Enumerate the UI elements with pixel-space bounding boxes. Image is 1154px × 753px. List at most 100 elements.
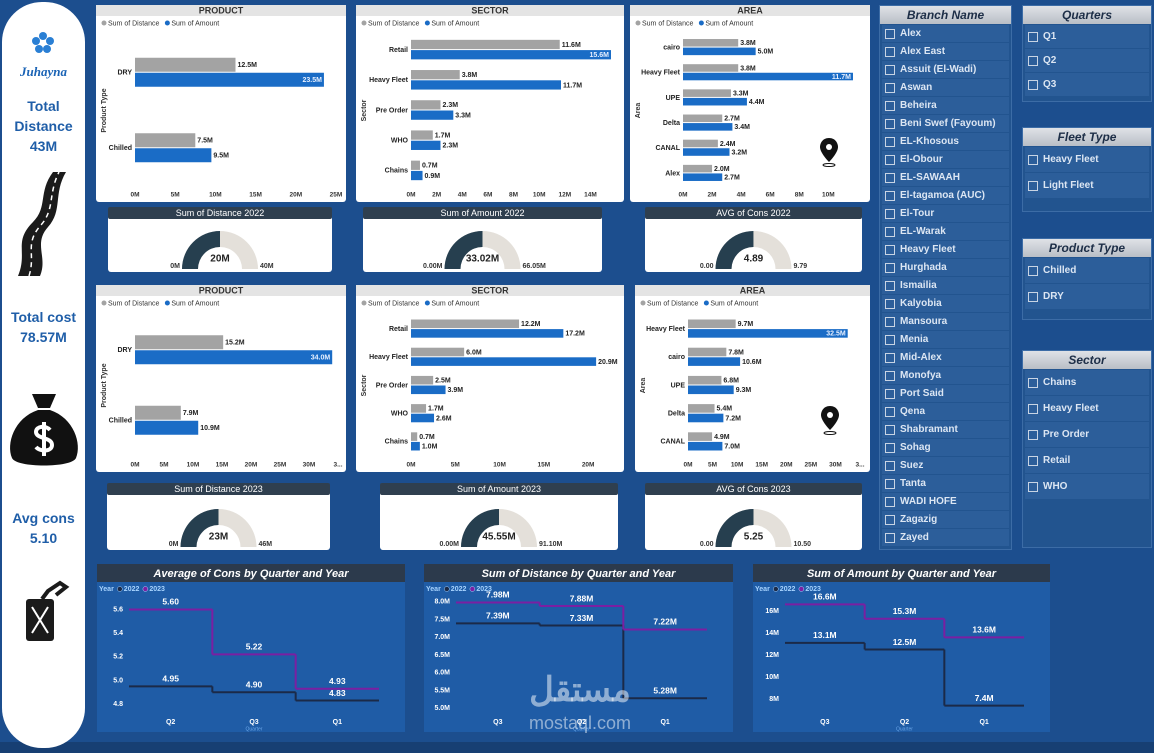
slicer-label: DRY (1043, 291, 1064, 302)
slicer-item[interactable]: Zagazig (882, 511, 1009, 528)
legend-label: Sum of Distance (108, 20, 159, 27)
gauge-title: Sum of Distance 2023 (174, 484, 263, 494)
checkbox (885, 316, 895, 327)
gauge-fill (461, 509, 499, 547)
legend-marker (703, 300, 709, 306)
slicer-item[interactable]: Sohag (882, 439, 1009, 456)
checkbox (885, 514, 895, 525)
slicer-label: Aswan (900, 82, 933, 93)
bar (135, 335, 224, 350)
slicer-item[interactable]: Qena (882, 403, 1009, 420)
slicer-item[interactable]: Ismailia (882, 277, 1009, 294)
legend-marker (698, 20, 704, 26)
slicer-item[interactable]: Heavy Fleet (1025, 396, 1149, 421)
slicer-item[interactable]: Light Fleet (1025, 173, 1149, 198)
gauge-title: AVG of Cons 2022 (716, 208, 790, 218)
bar (135, 133, 196, 148)
bar (411, 347, 465, 357)
slicer-label: Heavy Fleet (1043, 154, 1099, 165)
category-label: Alex (665, 170, 680, 177)
slicer-item[interactable]: Q1 (1025, 25, 1149, 48)
chart-title: PRODUCT (199, 5, 244, 15)
title-bar (645, 207, 862, 219)
slicer-item[interactable]: Alex (882, 25, 1009, 42)
slicer-label: Chains (1043, 377, 1077, 388)
checkbox (885, 118, 895, 129)
bar (411, 404, 427, 413)
x-tick-label: 10M (209, 192, 222, 199)
slicer: Product Type Chilled DRY (1022, 238, 1152, 320)
slicer-item[interactable]: Q2 (1025, 49, 1149, 72)
slicer-item[interactable]: Heavy Fleet (1025, 147, 1149, 172)
slicer-item[interactable]: Chilled (1025, 258, 1149, 283)
slicer-title: Branch Name (880, 6, 1011, 24)
slicer-item[interactable]: Q3 (1025, 73, 1149, 96)
value-label: 5.28M (653, 686, 677, 696)
bar (411, 140, 441, 150)
pin-hole (826, 144, 832, 150)
slicer-item[interactable]: Suez (882, 457, 1009, 474)
chart-title: Average of Cons by Quarter and Year (152, 568, 349, 580)
slicer-item[interactable]: Kalyobia (882, 295, 1009, 312)
kpi: Total Distance 43M (2, 96, 85, 156)
slicer-item[interactable]: Zayed (882, 529, 1009, 546)
category-label: UPE (666, 95, 681, 102)
value-label: 4.93 (329, 676, 346, 686)
title-bar (96, 285, 346, 296)
legend-label: 2022 (124, 586, 140, 593)
slicer-item[interactable]: Alex East (882, 43, 1009, 60)
slicer-item[interactable]: El-tagamoa (AUC) (882, 187, 1009, 204)
slicer-item[interactable]: Hurghada (882, 259, 1009, 276)
slicer-label: El-Obour (900, 154, 943, 165)
slicer-item[interactable]: Beheira (882, 97, 1009, 114)
slicer-item[interactable]: El-Obour (882, 151, 1009, 168)
x-axis-label: Quarter (246, 726, 263, 732)
slicer-item[interactable]: Assuit (El-Wadi) (882, 61, 1009, 78)
slicer-item[interactable]: Retail (1025, 448, 1149, 473)
slicer-item[interactable]: Mid-Alex (882, 349, 1009, 366)
slicer-item[interactable]: El-Tour (882, 205, 1009, 222)
slicer-item[interactable]: Tanta (882, 475, 1009, 492)
gauge-min: 0.00M (440, 541, 460, 548)
slicer-item[interactable]: Chains (1025, 370, 1149, 395)
value-label: 9.5M (213, 153, 229, 160)
bar (135, 405, 181, 420)
chart-panel (96, 285, 346, 472)
money-icon (10, 394, 78, 466)
slicer-item[interactable]: EL-SAWAAH (882, 169, 1009, 186)
pin-base (822, 163, 836, 167)
slicer-item[interactable]: DRY (1025, 284, 1149, 309)
checkbox (885, 226, 895, 237)
value-label: 10.6M (742, 359, 762, 366)
slicer-label: Suez (900, 460, 924, 471)
chart-panel (424, 564, 733, 732)
y-tick-label: 5.0M (434, 705, 450, 712)
slicer-item[interactable]: Port Said (882, 385, 1009, 402)
slicer-item[interactable]: Shabramant (882, 421, 1009, 438)
kpi-value: 43M (29, 138, 58, 154)
value-label: 7.4M (975, 693, 994, 703)
value-label: 5.4M (717, 406, 733, 413)
value-label: 15.6M (590, 52, 610, 59)
checkbox (1028, 31, 1038, 42)
slicer-item[interactable]: Menia (882, 331, 1009, 348)
x-tick-label: 14M (584, 192, 597, 199)
slicer-item[interactable]: WADI HOFE (882, 493, 1009, 510)
slicer-item[interactable]: Beni Swef (Fayoum) (882, 115, 1009, 132)
slicer-item[interactable]: Aswan (882, 79, 1009, 96)
slicer-item[interactable]: WHO (1025, 474, 1149, 499)
slicer-label: Tanta (900, 478, 926, 489)
slicer-item[interactable]: EL-Warak (882, 223, 1009, 240)
category-label: Retail (389, 47, 408, 54)
slicer-item[interactable]: EL-Khosous (882, 133, 1009, 150)
slicer-item[interactable]: Monofya (882, 367, 1009, 384)
legend-label: Sum of Amount (431, 20, 479, 27)
slicer-label: Kalyobia (900, 298, 942, 309)
slicer-item[interactable]: Pre Order (1025, 422, 1149, 447)
gauge-title: AVG of Cons 2023 (716, 484, 790, 494)
slicer-label: Mansoura (900, 316, 948, 327)
checkbox (885, 280, 895, 291)
slicer-item[interactable]: Heavy Fleet (882, 241, 1009, 258)
slicer-label: Qena (900, 406, 926, 417)
slicer-item[interactable]: Mansoura (882, 313, 1009, 330)
